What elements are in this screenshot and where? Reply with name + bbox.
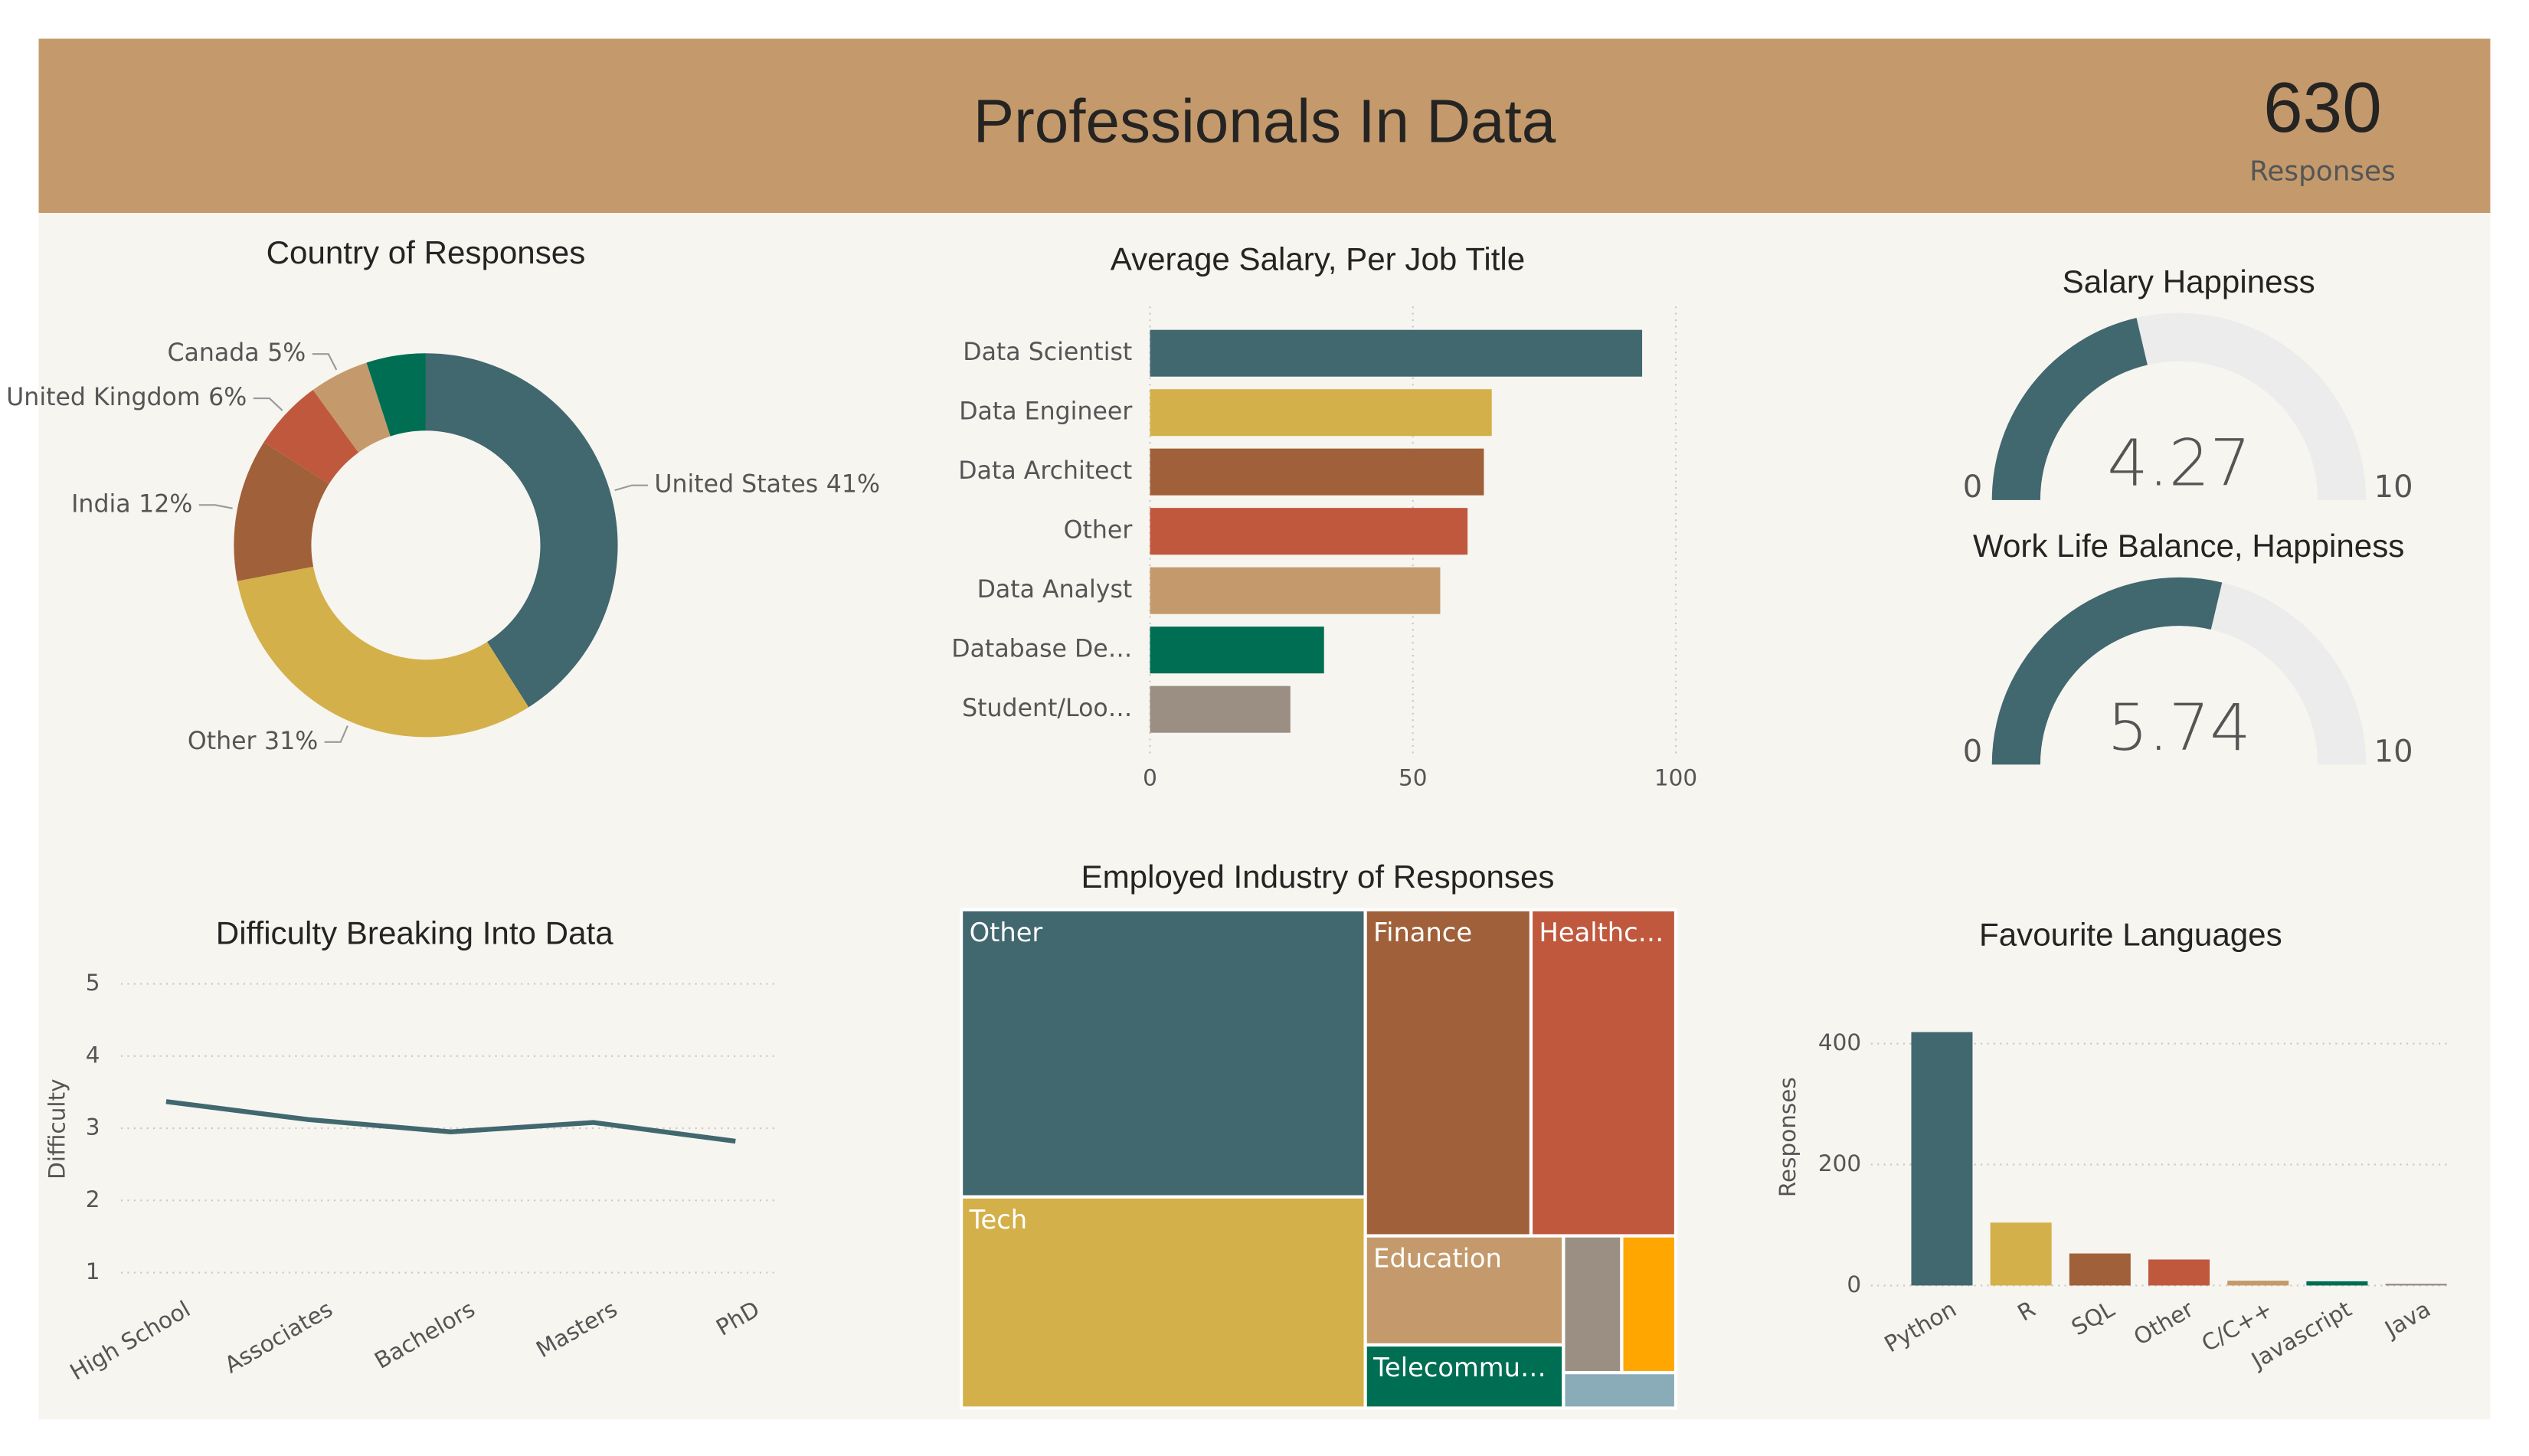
x-tick-label: 0	[1143, 765, 1157, 791]
treemap-tile	[1562, 1234, 1624, 1375]
bar	[2069, 1253, 2131, 1286]
y-tick-label: 5	[86, 970, 100, 996]
bar	[2385, 1284, 2447, 1286]
y-tick-label: 3	[86, 1114, 100, 1140]
slice-label: United States 41%	[654, 471, 880, 499]
tile-label: Tech	[969, 1205, 1027, 1235]
y-tick-label: 4	[86, 1042, 100, 1068]
bar	[1990, 1222, 2052, 1286]
leader-line	[312, 353, 338, 371]
bar	[1150, 508, 1468, 555]
tile-label: Telecommu…	[1372, 1353, 1546, 1382]
treemap-tile	[1363, 908, 1533, 1238]
treemap-tile	[1562, 1371, 1678, 1410]
donut-slice	[366, 353, 426, 437]
treemap-tile	[1620, 1234, 1678, 1375]
treemap-tile	[959, 1195, 1367, 1410]
leader-line	[324, 725, 348, 743]
tile-label: Healthc…	[1539, 918, 1664, 947]
slice-value: 12%	[139, 490, 192, 518]
tile-label: Education	[1373, 1244, 1502, 1274]
slice-label: Canada 5%	[168, 339, 306, 367]
bar	[1150, 448, 1484, 496]
header-band	[38, 38, 2491, 213]
bar	[1150, 685, 1291, 733]
y-tick-label: Database De…	[951, 636, 1132, 663]
y-tick-label: Data Architect	[958, 457, 1132, 485]
gauge-fill	[1991, 317, 2148, 500]
leader-line	[253, 398, 283, 411]
slice-category: Canada	[168, 339, 260, 367]
y-tick-label: 2	[86, 1186, 100, 1212]
bar	[2227, 1281, 2289, 1286]
y-tick-label: 0	[1847, 1271, 1861, 1297]
leader-line	[198, 504, 233, 509]
donut-slice	[234, 442, 329, 581]
bar	[1150, 329, 1643, 377]
chart-title: Employed Industry of Responses	[1081, 859, 1555, 895]
slice-category: Other	[188, 728, 257, 755]
y-axis-label: Difficulty	[44, 1078, 70, 1179]
slice-value: 41%	[826, 471, 880, 499]
slice-category: United Kingdom	[6, 384, 200, 411]
bar	[1150, 389, 1492, 437]
gauge-min: 0	[1963, 734, 1982, 769]
slice-value: 5%	[267, 339, 306, 367]
slice-value: 31%	[264, 728, 318, 755]
chart-title: Salary Happiness	[2063, 263, 2315, 299]
y-axis-label: Responses	[1775, 1077, 1801, 1197]
donut-slice	[312, 362, 391, 453]
chart-title: Favourite Languages	[1979, 917, 2282, 953]
treemap-tile	[959, 908, 1367, 1199]
gauge-max: 10	[2374, 470, 2413, 505]
response-count-label: Responses	[2249, 155, 2396, 187]
response-count: 630	[2263, 67, 2382, 147]
bar	[2306, 1281, 2368, 1286]
slice-label: India 12%	[71, 490, 192, 518]
tile-label: Other	[970, 918, 1043, 947]
line	[165, 1099, 736, 1144]
y-tick-label: Other	[1064, 517, 1133, 545]
bar	[1150, 627, 1324, 674]
bar	[1150, 567, 1441, 614]
donut-slice	[237, 566, 529, 738]
slice-category: United States	[654, 471, 818, 499]
page-title: Professionals In Data	[973, 87, 1556, 155]
bar	[2148, 1259, 2210, 1286]
tile-label: Finance	[1373, 918, 1472, 947]
chart-title: Work Life Balance, Happiness	[1973, 528, 2404, 564]
y-tick-label: 200	[1818, 1150, 1861, 1176]
donut-slice	[263, 390, 359, 484]
slice-label: Other 31%	[188, 728, 318, 755]
y-tick-label: 1	[86, 1258, 100, 1284]
x-tick-label: 100	[1654, 765, 1697, 791]
treemap-tile	[1529, 908, 1678, 1238]
y-tick-label: 400	[1818, 1029, 1861, 1055]
chart-title: Difficulty Breaking Into Data	[216, 915, 613, 951]
x-tick-label: 50	[1399, 765, 1427, 791]
gauge-value: 5.74	[2107, 690, 2251, 765]
gauge-max: 10	[2374, 734, 2413, 769]
slice-label: United Kingdom 6%	[6, 384, 247, 411]
gauge-fill	[1991, 577, 2223, 765]
slice-category: India	[71, 490, 130, 518]
leader-line	[614, 484, 648, 492]
y-tick-label: Data Scientist	[963, 339, 1132, 366]
donut-slice	[425, 353, 618, 708]
slice-value: 6%	[208, 384, 247, 411]
gauge-min: 0	[1963, 470, 1982, 505]
y-tick-label: Data Engineer	[959, 398, 1132, 426]
chart-title: Average Salary, Per Job Title	[1111, 240, 1525, 276]
y-tick-label: Data Analyst	[977, 576, 1133, 604]
chart-title: Country of Responses	[267, 234, 586, 270]
treemap-tile	[1363, 1234, 1565, 1347]
y-tick-label: Student/Loo…	[962, 695, 1132, 722]
gauge-value: 4.27	[2107, 426, 2251, 501]
bar	[1911, 1032, 1973, 1286]
